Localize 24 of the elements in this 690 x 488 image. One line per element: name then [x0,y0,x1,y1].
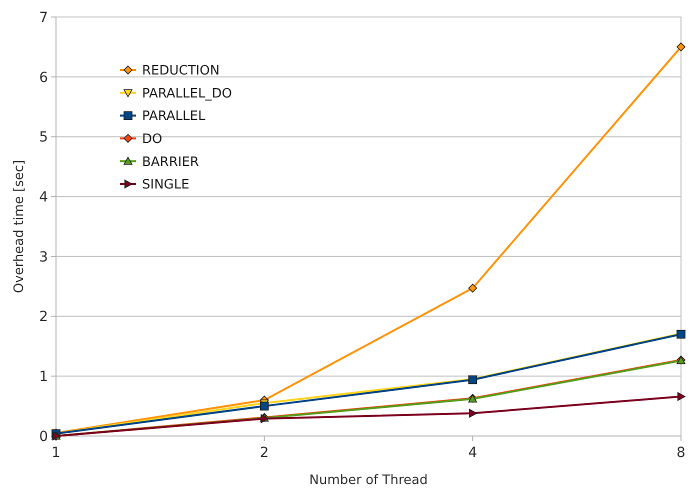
legend-label: DO [142,132,162,147]
y-tick-label: 0 [39,428,48,445]
y-axis-title: Overhead time [sec] [12,160,27,294]
point [676,42,686,52]
legend-label: PARALLEL [142,109,206,124]
x-tick-label: 8 [676,445,686,461]
point [469,408,478,418]
legend-label: REDUCTION [142,64,220,79]
x-axis-title: Number of Thread [309,473,428,488]
y-tick-label: 2 [39,309,48,326]
point [677,392,686,401]
y-tick-label: 6 [39,70,48,86]
x-tick-label: 2 [260,445,269,461]
legend-label: BARRIER [142,154,199,170]
x-tick-label: 1 [52,445,60,461]
y-tick-label: 5 [39,130,48,146]
legend-label: SINGLE [142,178,190,193]
y-tick-label: 4 [39,189,48,206]
point [468,284,478,293]
legend-label: PARALLEL_DO [142,86,232,102]
x-tick-label: 4 [468,445,478,461]
y-tick-label: 1 [39,369,48,386]
y-tick-label: 7 [39,10,48,26]
y-tick-label: 3 [39,249,48,266]
